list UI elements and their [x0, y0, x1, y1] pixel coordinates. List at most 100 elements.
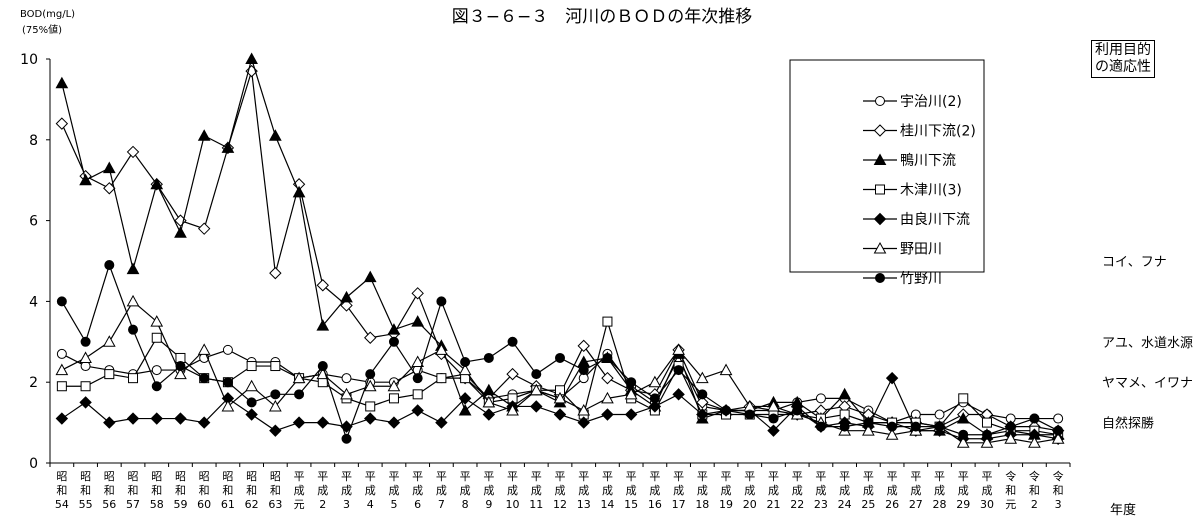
point-s5-13 — [363, 379, 377, 392]
x-tick-label-39-0: 平 — [981, 470, 992, 483]
x-tick-label-26-1: 成 — [673, 484, 684, 497]
x-tick-label-5-2: 59 — [173, 498, 187, 511]
x-tick-label-34-0: 平 — [863, 470, 874, 483]
y-tick-label-4: 8 — [29, 133, 38, 149]
point-s6-36 — [910, 421, 921, 432]
x-tick-label-23-0: 平 — [602, 470, 613, 483]
legend-marker-3 — [875, 184, 885, 195]
x-tick-label-5-0: 昭 — [175, 470, 186, 483]
x-tick-label-41-1: 和 — [1029, 484, 1040, 497]
legend-box — [789, 59, 985, 273]
x-tick-label-37-2: 28 — [933, 498, 947, 511]
point-s1-15 — [411, 287, 424, 300]
x-tick-label-7-0: 昭 — [222, 470, 233, 483]
point-s2-6 — [197, 129, 211, 141]
point-s6-10 — [294, 389, 305, 400]
x-tick-label-7-2: 61 — [221, 498, 235, 511]
point-s1-12 — [340, 299, 353, 312]
point-s6-40 — [1005, 421, 1016, 432]
x-tick-label-21-1: 成 — [555, 484, 566, 497]
point-s1-22 — [577, 339, 590, 353]
x-tick-label-19-1: 成 — [507, 484, 518, 497]
y-tick-label-1: 2 — [29, 375, 38, 391]
x-tick-label-3-1: 和 — [128, 484, 139, 497]
x-tick-label-24-1: 成 — [626, 484, 637, 497]
legend-marker-2 — [873, 153, 887, 165]
point-s6-20 — [531, 369, 542, 380]
point-s6-27 — [697, 389, 708, 400]
point-s2-8 — [245, 52, 258, 64]
point-s3-15 — [412, 389, 423, 400]
y-tick-label-5: 10 — [20, 52, 38, 68]
x-tick-label-1-0: 昭 — [80, 470, 91, 483]
point-s6-6 — [199, 373, 210, 384]
x-tick-label-37-1: 成 — [934, 484, 945, 497]
x-tick-label-17-0: 平 — [460, 470, 471, 483]
x-tick-label-19-2: 10 — [506, 498, 520, 511]
x-tick-label-36-1: 成 — [910, 484, 921, 497]
point-s5-12 — [340, 387, 353, 400]
x-tick-label-3-2: 57 — [126, 498, 140, 511]
point-s2-18 — [482, 383, 496, 396]
point-s6-32 — [815, 421, 826, 432]
point-s5-39 — [980, 436, 994, 448]
suitability-label-2: ヤマメ、イワナ — [1102, 376, 1193, 391]
x-tick-label-9-0: 昭 — [270, 470, 281, 483]
x-tick-label-29-0: 平 — [744, 470, 755, 483]
point-s0-7 — [222, 344, 233, 355]
x-tick-label-33-2: 24 — [838, 498, 852, 511]
point-s2-14 — [387, 323, 401, 335]
x-tick-label-27-2: 18 — [695, 498, 709, 511]
x-tick-label-4-2: 58 — [150, 498, 164, 511]
legend-label-1: 桂川下流(2) — [900, 124, 976, 140]
point-s4-35 — [885, 371, 899, 385]
point-s0-37 — [934, 409, 945, 420]
x-tick-label-34-2: 25 — [861, 498, 875, 511]
point-s3-2 — [104, 369, 115, 380]
x-tick-label-17-2: 8 — [462, 498, 469, 511]
x-tick-label-25-0: 平 — [649, 470, 660, 483]
legend-marker-6 — [875, 273, 885, 283]
x-tick-label-33-0: 平 — [839, 470, 850, 483]
x-tick-label-28-0: 平 — [721, 470, 732, 483]
point-s6-0 — [56, 296, 67, 307]
point-s4-15 — [411, 404, 424, 417]
x-tick-label-11-0: 平 — [317, 470, 328, 483]
point-s6-41 — [1029, 413, 1040, 424]
point-s6-13 — [365, 369, 376, 380]
point-s4-18 — [482, 408, 496, 421]
x-tick-label-41-2: 2 — [1031, 498, 1038, 511]
point-s5-14 — [387, 379, 401, 392]
point-s5-0 — [55, 363, 69, 376]
x-tick-label-8-0: 昭 — [246, 470, 257, 483]
x-tick-label-3-0: 昭 — [128, 470, 139, 483]
x-tick-label-26-2: 17 — [672, 498, 686, 511]
point-s5-7 — [221, 399, 235, 412]
y-axis-label-line1: BOD(mg/L) — [20, 9, 76, 20]
x-tick-label-12-0: 平 — [341, 470, 352, 483]
x-tick-label-4-0: 昭 — [151, 470, 162, 483]
x-tick-label-1-1: 和 — [80, 484, 91, 497]
point-s4-11 — [316, 416, 329, 429]
x-tick-label-5-1: 和 — [175, 484, 186, 497]
suitability-label-1: アユ、水道水源 — [1102, 336, 1193, 351]
legend-marker-0 — [875, 96, 885, 106]
x-axis-label: 年度 — [1110, 502, 1136, 518]
x-tick-label-26-0: 平 — [673, 470, 684, 483]
x-tick-label-22-0: 平 — [578, 470, 589, 483]
point-s5-40 — [1004, 432, 1018, 444]
x-tick-label-12-1: 成 — [341, 484, 352, 497]
x-tick-label-24-2: 15 — [624, 498, 638, 511]
point-s5-25 — [648, 375, 662, 388]
point-s4-26 — [672, 388, 685, 401]
point-s6-3 — [128, 324, 139, 335]
point-s1-9 — [269, 266, 282, 280]
chart-title: 図３−６−３ 河川のＢＯＤの年次推移 — [451, 7, 753, 27]
x-tick-label-38-1: 成 — [958, 484, 969, 497]
point-s3-23 — [602, 316, 613, 327]
x-tick-label-36-0: 平 — [910, 470, 921, 483]
point-s3-13 — [365, 401, 376, 412]
point-s6-29 — [744, 409, 755, 420]
x-tick-label-0-2: 54 — [55, 498, 69, 511]
